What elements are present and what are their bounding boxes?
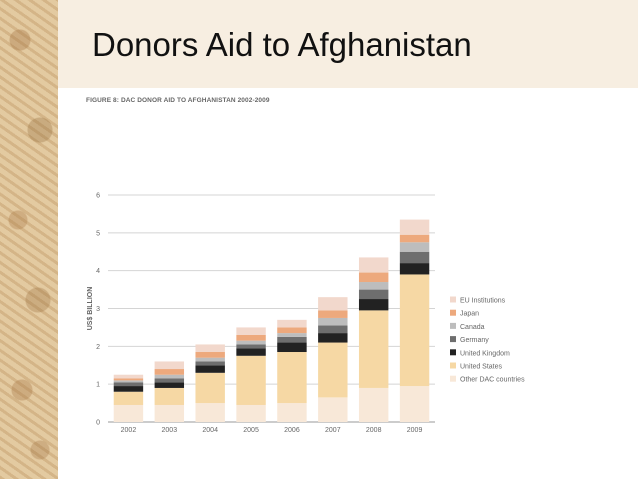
legend-swatch	[450, 349, 456, 356]
bar-segment	[318, 333, 348, 343]
y-axis-title: US$ BILLION	[87, 287, 94, 331]
bar-segment	[195, 372, 225, 404]
bar-segment	[195, 365, 225, 373]
bar-segment	[358, 299, 389, 311]
bar-segment	[195, 357, 225, 362]
y-tick-label: 2	[96, 344, 100, 351]
legend: EU Institutions Japan Canada Germany United …	[450, 296, 525, 384]
bar-segment	[113, 378, 144, 381]
bar-segment	[277, 327, 307, 334]
decorative-border	[0, 0, 58, 479]
bar-segment	[358, 387, 389, 422]
bar-segment	[318, 342, 348, 398]
y-tick-label: 0	[96, 420, 100, 427]
bar-segment	[318, 325, 348, 334]
bar-segment	[358, 289, 389, 300]
y-tick-label: 3	[96, 306, 100, 313]
bar-segment	[399, 242, 430, 252]
bar-segment	[277, 352, 307, 404]
bar-segment	[236, 404, 266, 422]
bar-segment	[277, 403, 307, 422]
figure-caption: FIGURE 8: DAC DONOR AID TO AFGHANISTAN 2…	[86, 97, 270, 104]
bar-segment	[154, 382, 185, 388]
bars	[113, 219, 430, 422]
bar-segment	[154, 404, 185, 422]
bar-segment	[399, 386, 430, 422]
bar-segment	[318, 297, 348, 311]
bar-segment	[113, 386, 144, 392]
bar-segment	[113, 374, 144, 379]
bar-segment	[113, 382, 144, 387]
bar-segment	[358, 282, 389, 290]
bar-segment	[318, 310, 348, 318]
bar-segment	[154, 369, 185, 375]
bar-segment	[113, 404, 144, 422]
x-tick-label: 2004	[202, 427, 218, 434]
legend-label: United States	[460, 364, 503, 371]
bar-segment	[154, 374, 185, 379]
legend-label: EU Institutions	[460, 298, 506, 305]
y-tick-label: 4	[96, 268, 100, 275]
bar-segment	[154, 387, 185, 405]
bar-segment	[195, 361, 225, 366]
bar-segment	[154, 378, 185, 383]
legend-label: United Kingdom	[460, 350, 510, 357]
bar-segment	[318, 397, 348, 422]
legend-label: Germany	[460, 337, 489, 344]
bar-segment	[277, 336, 307, 343]
bar-segment	[236, 355, 266, 405]
legend-label: Canada	[460, 324, 485, 331]
legend-swatch	[450, 375, 456, 382]
bar-segment	[113, 391, 144, 405]
axes: 0 1 2 3 4 5 6 US$ BILLION 2002 2003 2004 2005 2006 20…	[87, 193, 422, 435]
bar-segment	[318, 317, 348, 326]
bar-segment	[236, 348, 266, 356]
x-tick-label: 2005	[243, 427, 259, 434]
legend-label: Japan	[460, 311, 479, 318]
y-tick-label: 6	[96, 193, 100, 200]
bar-segment	[236, 334, 266, 341]
legend-swatch	[450, 322, 456, 329]
bar-segment	[399, 234, 430, 243]
y-tick-label: 1	[96, 382, 100, 389]
x-tick-label: 2002	[121, 427, 137, 434]
slide-title: Donors Aid to Afghanistan	[92, 26, 472, 63]
bar-segment	[358, 310, 389, 388]
legend-label: Other DAC countries	[460, 377, 525, 384]
bar-segment	[358, 257, 389, 273]
y-tick-label: 5	[96, 230, 100, 237]
bar-segment	[277, 319, 307, 328]
bar-segment	[195, 344, 225, 353]
x-tick-label: 2006	[284, 427, 300, 434]
title-band	[58, 0, 638, 88]
bar-segment	[236, 340, 266, 345]
bar-segment	[277, 333, 307, 337]
bar-segment	[399, 274, 430, 387]
bar-segment	[195, 352, 225, 358]
bar-segment	[236, 327, 266, 335]
x-tick-label: 2003	[162, 427, 178, 434]
bar-segment	[236, 344, 266, 349]
bar-segment	[399, 263, 430, 275]
bar-segment	[154, 361, 185, 370]
x-tick-label: 2009	[407, 427, 423, 434]
bar-segment	[399, 251, 430, 264]
bar-segment	[399, 219, 430, 235]
x-tick-label: 2008	[366, 427, 382, 434]
bar-segment	[195, 403, 225, 422]
x-tick-label: 2007	[325, 427, 341, 434]
bar-segment	[277, 342, 307, 353]
bar-segment	[113, 380, 144, 383]
bar-segment	[358, 272, 389, 283]
legend-swatch	[450, 309, 456, 316]
legend-swatch	[450, 296, 456, 303]
legend-swatch	[450, 336, 456, 343]
legend-swatch	[450, 362, 456, 369]
